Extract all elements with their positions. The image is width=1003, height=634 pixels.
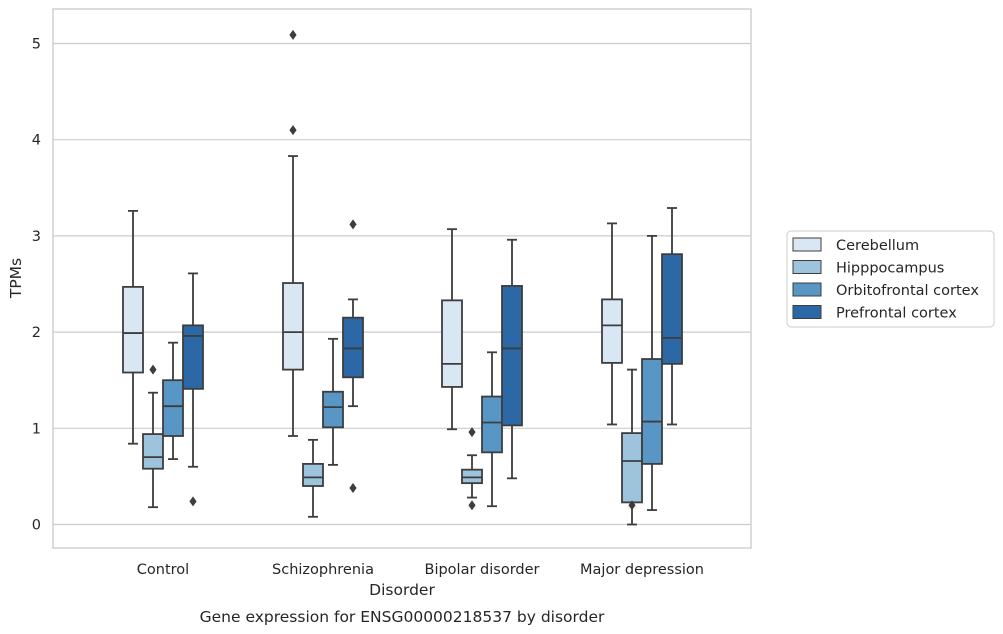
y-tick-label: 5 [32,37,41,53]
box-body [182,324,204,390]
box-0-3 [601,222,623,426]
box-0-0 [122,209,144,445]
box-3-2 [501,238,523,480]
box-body [501,285,523,427]
outlier-point [189,496,197,507]
outlier-point [468,500,476,511]
box-0-1 [282,29,304,437]
box-3-0 [182,272,204,507]
outlier-point [349,482,357,493]
legend-frame [786,230,995,328]
box-2-1 [322,337,344,466]
y-tick-label: 1 [32,421,41,437]
box-body [481,395,503,454]
legend-label: Orbitofrontal cortex [836,283,979,299]
box-2-0 [162,341,184,460]
box-body [282,282,304,371]
box-body [621,432,643,504]
box-1-3 [621,368,643,526]
legend-label: Hipppocampus [836,261,944,277]
box-body [441,299,463,388]
box-body [162,379,184,437]
legend-swatch [792,282,822,297]
box-1-2 [461,427,483,511]
outlier-point [468,427,476,438]
legend: Cerebellum Hipppocampus Orbitofrontal cort… [786,230,995,328]
box-1-1 [302,438,324,518]
x-tick-label: Bipolar disorder [425,562,540,578]
legend-swatch [792,237,822,252]
chart-caption: Gene expression for ENSG00000218537 by d… [200,608,605,626]
legend-swatch [792,260,822,274]
legend-swatch [792,305,822,319]
legend-label: Prefrontal cortex [836,306,957,322]
box-0-2 [441,228,463,431]
box-body [461,468,483,485]
outlier-point [289,29,297,40]
box-1-0 [142,364,164,509]
outlier-point [628,500,636,511]
y-tick-label: 0 [32,518,41,534]
x-tick-label: Schizophrenia [272,562,374,578]
y-tick-label: 3 [32,229,41,245]
outlier-point [149,364,157,375]
x-tick-label: Major depression [580,562,704,578]
box-body [142,433,164,470]
box-body [601,298,623,364]
x-tick-labels: Control Schizophrenia Bipolar disorder Majo… [137,562,704,578]
x-tick-label: Control [137,562,189,578]
box-2-2 [481,351,503,508]
y-axis-label: TPMs [7,258,25,299]
outlier-point [349,219,357,230]
box-body [661,253,683,365]
box-body [641,358,663,465]
x-axis-label: Disorder [369,581,435,599]
y-tick-label: 2 [32,325,41,341]
box-body [122,285,144,374]
outlier-point [289,125,297,136]
box-body [302,462,324,487]
box-2-3 [641,234,663,511]
box-body [342,316,364,379]
y-tick-labels: 0 1 2 3 4 5 [32,37,41,534]
y-tick-label: 4 [32,133,41,149]
box-body [322,390,344,429]
box-3-1 [342,219,364,493]
box-3-3 [661,207,683,426]
legend-label: Cerebellum [836,238,919,254]
boxes [122,29,683,526]
plot-frame [52,8,752,549]
